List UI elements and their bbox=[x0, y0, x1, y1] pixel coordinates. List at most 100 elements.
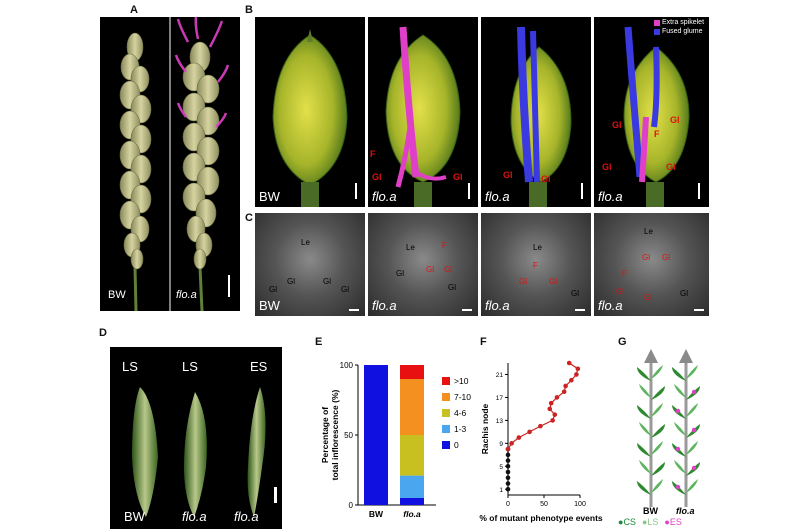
y-tick-label: 17 bbox=[496, 395, 504, 402]
legend-label: 4-6 bbox=[454, 408, 467, 418]
scale-bar bbox=[228, 275, 230, 297]
lemma-tag: Le bbox=[406, 243, 415, 252]
spikelet-leaf bbox=[674, 460, 686, 474]
legend-label: 0 bbox=[454, 440, 459, 450]
legend-ls: ●LS bbox=[642, 517, 658, 527]
glume-tag: Gl bbox=[612, 120, 622, 130]
scale-bar bbox=[274, 487, 277, 503]
spikelet-leaf bbox=[651, 462, 665, 476]
bar-segment-1-3 bbox=[400, 475, 424, 498]
panel-c-label-4: flo.a bbox=[598, 298, 623, 313]
bar-segment->10 bbox=[400, 365, 424, 379]
panel-b-label-3: flo.a bbox=[485, 189, 510, 204]
y-tick-label: 21 bbox=[496, 372, 504, 379]
y-tick-label: 100 bbox=[340, 361, 354, 370]
spikelet-leaf bbox=[639, 384, 651, 398]
y-tick-label: 1 bbox=[499, 487, 503, 494]
panel-label-a: A bbox=[130, 4, 138, 16]
data-point bbox=[575, 366, 581, 372]
panel-g-legend: ●CS ●LS ●ES bbox=[618, 517, 682, 527]
y-axis-title-line: Percentage of bbox=[320, 407, 330, 463]
data-point bbox=[505, 486, 511, 492]
panel-d-bottom-label-3: flo.a bbox=[234, 509, 259, 524]
scale-bar bbox=[581, 183, 583, 199]
panel-g-x-labels: BW flo.a bbox=[618, 506, 718, 518]
glume-tag: Gl bbox=[519, 277, 527, 286]
spikelet-leaf bbox=[637, 405, 651, 419]
series-line-1 bbox=[507, 362, 579, 450]
x-tick-label: flo.a bbox=[403, 509, 421, 519]
x-tick-label: 50 bbox=[540, 501, 548, 508]
x-tick-label: BW bbox=[369, 509, 384, 519]
legend-dot: ● bbox=[641, 517, 648, 527]
panel-e-stacked-bar-chart: 0 50 100 Percentage oftotal inflorescence (… bbox=[320, 361, 471, 519]
y-axis-title: Rachis node bbox=[480, 403, 490, 454]
glume-tag: Gl bbox=[549, 277, 557, 286]
legend-text: Extra spikelet bbox=[662, 19, 705, 26]
legend-fused-glume: Fused glume bbox=[654, 28, 702, 35]
glume-tag: Gl bbox=[444, 265, 452, 274]
lemma-tag: Le bbox=[301, 238, 310, 247]
spikelet-leaf bbox=[686, 365, 698, 379]
data-point bbox=[552, 412, 558, 417]
spikelet-leaf bbox=[651, 441, 663, 455]
glume-tag: Gl bbox=[541, 174, 551, 184]
arrowhead-1 bbox=[679, 349, 693, 363]
panel-g-label-floa: flo.a bbox=[676, 506, 695, 516]
y-tick-label: 13 bbox=[496, 418, 504, 425]
x-tick-label: 100 bbox=[574, 501, 586, 508]
legend-dot: ● bbox=[618, 517, 624, 527]
spikelet-leaf bbox=[651, 479, 663, 493]
spikelet-leaf bbox=[637, 367, 651, 381]
legend-swatch bbox=[442, 441, 450, 449]
legend-es: ●ES bbox=[664, 517, 681, 527]
legend-text: CS bbox=[623, 517, 636, 527]
panel-d-top-label-1: LS bbox=[122, 359, 138, 374]
scale-bar bbox=[468, 183, 470, 199]
scale-bar bbox=[575, 309, 585, 311]
bar-segment-0 bbox=[364, 365, 388, 505]
spikelet-leaf bbox=[639, 422, 651, 436]
data-point bbox=[569, 377, 574, 383]
panel-label-e: E bbox=[315, 336, 323, 348]
legend-swatch bbox=[442, 409, 450, 417]
legend-label: >10 bbox=[454, 376, 469, 386]
glume-tag: Gl bbox=[644, 293, 652, 302]
glume-tag: Gl bbox=[287, 277, 295, 286]
legend-text: Fused glume bbox=[662, 28, 703, 35]
glume-tag: Gl bbox=[426, 265, 434, 274]
y-tick-label: 50 bbox=[344, 431, 353, 440]
extra-spikelet-dot bbox=[675, 484, 681, 490]
bar-segment-4-6 bbox=[400, 435, 424, 476]
spikelet-leaf bbox=[651, 365, 663, 379]
legend-cs: ●CS bbox=[618, 517, 636, 527]
legend-text: LS bbox=[647, 517, 659, 527]
panel-c-label-3: flo.a bbox=[485, 298, 510, 313]
panel-a-label-bw: BW bbox=[108, 289, 126, 301]
panel-c-sem-3: Le F Gl Gl Gl flo.a bbox=[481, 213, 591, 316]
glume-tag: Gl bbox=[453, 172, 463, 182]
glume-tag: Gl bbox=[680, 289, 688, 298]
glume-tag: Gl bbox=[571, 289, 579, 298]
legend-swatch bbox=[442, 425, 450, 433]
spikelet-leaf bbox=[651, 386, 665, 400]
spikelet-illustration bbox=[132, 387, 266, 517]
data-point bbox=[561, 389, 567, 394]
legend-swatch bbox=[442, 393, 450, 401]
bar-segment-7-10 bbox=[400, 379, 424, 435]
panel-label-g: G bbox=[618, 336, 627, 348]
panel-label-d: D bbox=[99, 327, 107, 339]
glume-tag: Gl bbox=[372, 172, 382, 182]
spikelet-leaf bbox=[686, 403, 698, 417]
panel-c-sem-1: Le Gl Gl Gl Gl BW bbox=[255, 213, 365, 316]
spikelet-leaf bbox=[637, 481, 651, 495]
glume-tag: Gl bbox=[323, 277, 331, 286]
panel-c-sem-2: Le F Gl Gl Gl Gl flo.a bbox=[368, 213, 478, 316]
panel-f-line-chart: 1 5 9 13 17 21 0 50 100 Rachis node % of mutant ph… bbox=[479, 360, 603, 523]
panel-a-label-floa: flo.a bbox=[176, 289, 197, 301]
spike-illustration bbox=[119, 17, 230, 311]
glume-tag: Gl bbox=[269, 285, 277, 294]
glume-tag: Gl bbox=[670, 115, 680, 125]
panel-c-label-1: BW bbox=[259, 298, 280, 313]
spikelet-leaf bbox=[674, 422, 686, 436]
